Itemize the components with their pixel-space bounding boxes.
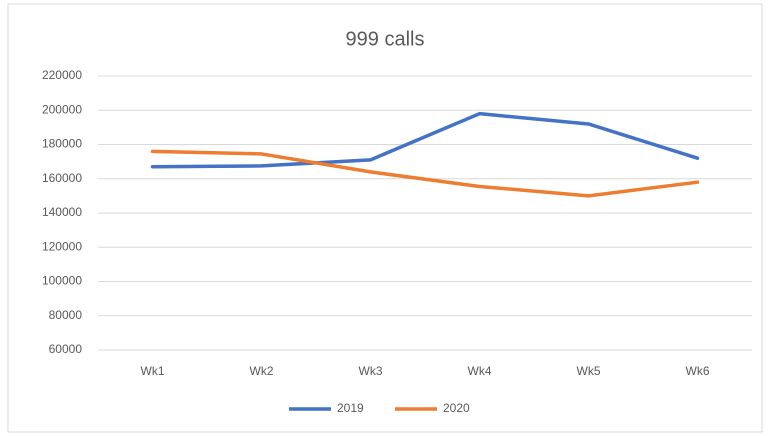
x-tick-label: Wk5 bbox=[577, 364, 601, 378]
y-tick-label: 140000 bbox=[42, 205, 82, 219]
legend-label: 2019 bbox=[337, 401, 364, 415]
y-tick-label: 100000 bbox=[42, 274, 82, 288]
x-tick-label: Wk2 bbox=[250, 364, 274, 378]
y-tick-label: 80000 bbox=[49, 308, 83, 322]
x-tick-label: Wk3 bbox=[359, 364, 383, 378]
y-tick-label: 200000 bbox=[42, 102, 82, 116]
line-series bbox=[150, 111, 700, 169]
legend-label: 2020 bbox=[443, 401, 470, 415]
chart-frame bbox=[7, 3, 763, 433]
x-tick-label: Wk1 bbox=[141, 364, 165, 378]
y-tick-label: 120000 bbox=[42, 239, 82, 253]
chart-title: 999 calls bbox=[346, 28, 425, 50]
y-tick-label: 160000 bbox=[42, 171, 82, 185]
y-tick-label: 180000 bbox=[42, 137, 82, 151]
x-tick-label: Wk6 bbox=[686, 364, 710, 378]
line-series bbox=[150, 149, 700, 198]
y-tick-label: 220000 bbox=[42, 68, 82, 82]
x-tick-label: Wk4 bbox=[468, 364, 492, 378]
y-tick-label: 60000 bbox=[49, 342, 83, 356]
